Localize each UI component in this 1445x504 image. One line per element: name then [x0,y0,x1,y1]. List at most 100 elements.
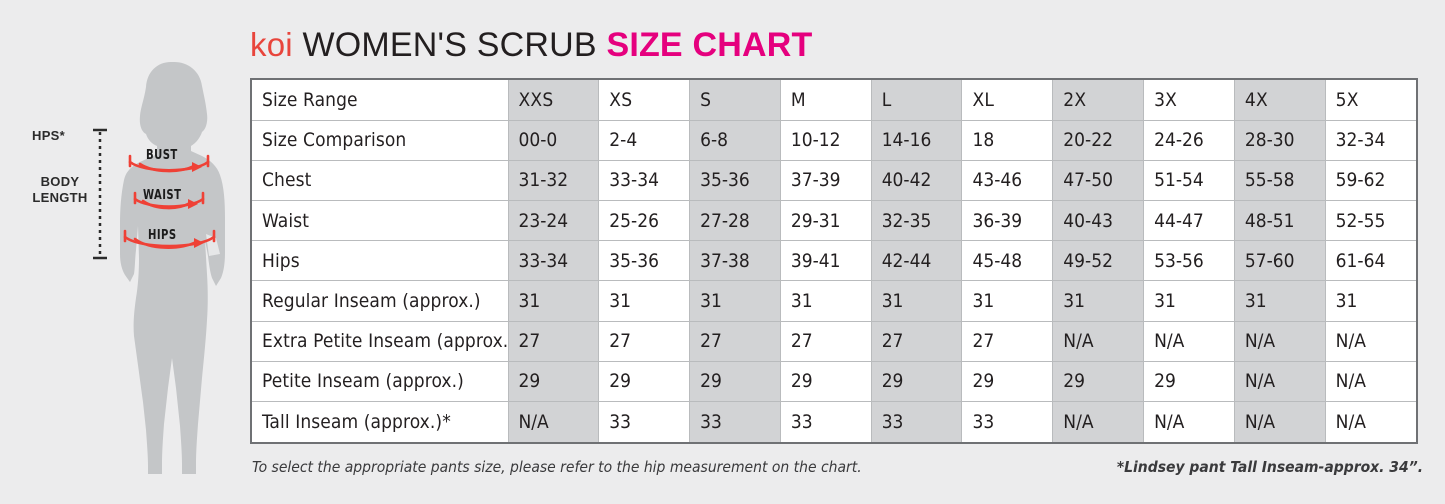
row-label: Extra Petite Inseam (approx.) [252,320,509,362]
measurement-diagram-panel: HPS* BODY LENGTH [0,0,250,504]
measurement-arrows-icon [123,154,216,249]
table-cell: 35-36 [598,240,691,282]
table-cell: 00-0 [507,119,600,161]
table-cell: 43-46 [961,159,1054,202]
table-cell: 31-32 [507,159,600,202]
table-cell: N/A [1324,400,1416,442]
table-cell: 31 [779,280,872,322]
table-cell: 27 [961,320,1054,362]
table-cell: 29 [598,360,691,403]
column-header-m: M [779,80,872,121]
table-cell: N/A [1233,360,1326,403]
table-cell: 59-62 [1324,159,1416,202]
table-cell: 29-31 [779,200,872,242]
size-chart-table-container: Size Range XXS XS S M L XL 2X 3X 4X 5X Size Compari… [250,78,1418,444]
table-cell: 29 [507,360,600,403]
title-middle: WOMEN'S SCRUB [302,26,597,64]
table-row: Tall Inseam (approx.)* N/A 33 33 33 33 33 N/A N/… [252,400,1416,442]
column-header-l: L [870,80,963,121]
table-cell: N/A [1233,400,1326,442]
footnote-right: *Lindsey pant Tall Inseam-approx. 34”. [1116,458,1423,476]
table-cell: 37-38 [689,240,781,282]
table-cell: 31 [1052,280,1145,322]
table-cell: 27 [689,320,781,362]
table-cell: 25-26 [598,200,691,242]
column-header-size-range: Size Range [252,80,509,121]
table-cell: 6-8 [689,119,781,161]
table-row: Hips 33-34 35-36 37-38 39-41 42-44 45-48 49-52 5… [252,240,1416,282]
row-label: Chest [252,159,509,202]
table-cell: 53-56 [1143,240,1235,282]
table-cell: 29 [1052,360,1145,403]
page-title: koi WOMEN'S SCRUB SIZE CHART [250,26,812,64]
table-cell: N/A [1233,320,1326,362]
table-cell: N/A [1052,400,1145,442]
table-row: Regular Inseam (approx.) 31 31 31 31 31 31 31 31… [252,280,1416,322]
title-accent: SIZE CHART [606,26,813,64]
brand-logo-text: koi [250,26,293,63]
footnote-left: To select the appropriate pants size, pl… [252,458,862,476]
table-cell: 27 [779,320,872,362]
table-header-row: Size Range XXS XS S M L XL 2X 3X 4X 5X [252,80,1416,121]
table-cell: N/A [1324,360,1416,403]
table-cell: N/A [1052,320,1145,362]
table-cell: 23-24 [507,200,600,242]
table-cell: 31 [1324,280,1416,322]
column-header-xl: XL [961,80,1054,121]
table-cell: 42-44 [870,240,963,282]
table-cell: 49-52 [1052,240,1145,282]
size-chart-table: Size Range XXS XS S M L XL 2X 3X 4X 5X Size Compari… [252,80,1416,442]
table-cell: 31 [870,280,963,322]
table-cell: N/A [1143,320,1235,362]
table-cell: 27 [598,320,691,362]
table-cell: 47-50 [1052,159,1145,202]
table-cell: 37-39 [779,159,872,202]
column-header-xxs: XXS [507,80,600,121]
table-cell: 31 [1143,280,1235,322]
table-cell: 36-39 [961,200,1054,242]
row-label: Waist [252,200,509,242]
table-cell: 31 [1233,280,1326,322]
waist-label: WAIST [143,188,182,203]
body-length-ruler-icon [93,128,107,260]
hips-label: HIPS [148,228,177,243]
table-cell: 57-60 [1233,240,1326,282]
table-cell: N/A [1324,320,1416,362]
row-label: Tall Inseam (approx.)* [252,400,509,442]
body-length-line-1: BODY [40,174,80,189]
row-label: Petite Inseam (approx.) [252,360,509,403]
table-cell: 44-47 [1143,200,1235,242]
table-row: Waist 23-24 25-26 27-28 29-31 32-35 36-39 40-43… [252,200,1416,242]
table-cell: 55-58 [1233,159,1326,202]
table-cell: 10-12 [779,119,872,161]
table-cell: N/A [1143,400,1235,442]
column-header-4x: 4X [1233,80,1326,121]
table-cell: 20-22 [1052,119,1145,161]
table-cell: 27 [870,320,963,362]
column-header-xs: XS [598,80,691,121]
column-header-s: S [689,80,781,121]
table-cell: 32-35 [870,200,963,242]
table-row: Extra Petite Inseam (approx.) 27 27 27 27 27 2… [252,320,1416,362]
table-cell: 31 [507,280,600,322]
table-cell: 51-54 [1143,159,1235,202]
table-cell: 52-55 [1324,200,1416,242]
table-row: Chest 31-32 33-34 35-36 37-39 40-42 43-46 47-50… [252,159,1416,202]
table-cell: 33 [779,400,872,442]
female-silhouette-icon [120,62,225,474]
table-cell: 33 [598,400,691,442]
table-cell: 29 [870,360,963,403]
table-cell: 27 [507,320,600,362]
row-label: Regular Inseam (approx.) [252,280,509,322]
column-header-3x: 3X [1143,80,1235,121]
table-cell: 31 [598,280,691,322]
table-cell: 33-34 [507,240,600,282]
hps-label: HPS* [32,128,65,143]
table-cell: 61-64 [1324,240,1416,282]
table-cell: 31 [961,280,1054,322]
bust-label: BUST [146,148,178,163]
column-header-5x: 5X [1324,80,1416,121]
table-row: Petite Inseam (approx.) 29 29 29 29 29 29 29 29 N… [252,360,1416,403]
column-header-2x: 2X [1052,80,1145,121]
table-cell: 24-26 [1143,119,1235,161]
